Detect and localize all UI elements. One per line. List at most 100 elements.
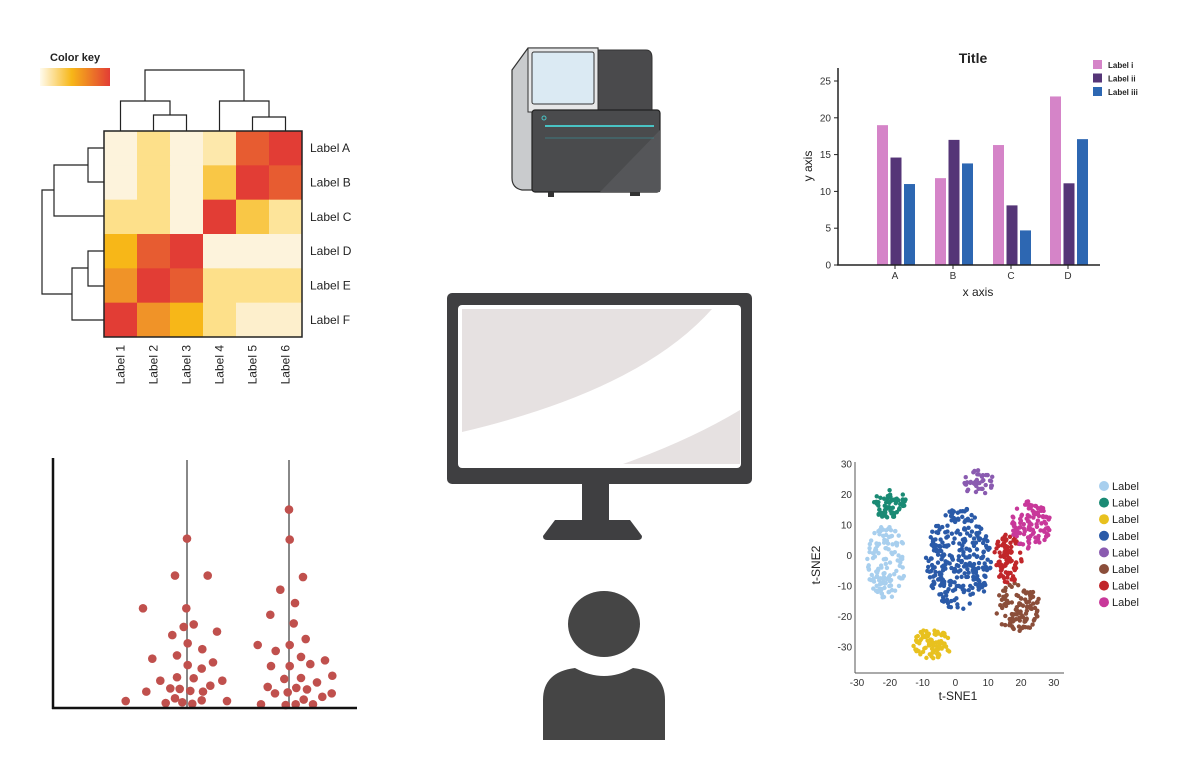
- tsne-point: [875, 570, 880, 575]
- tsne-point: [884, 565, 890, 571]
- tsne-point: [876, 541, 882, 547]
- bar-x-tick-label: D: [1064, 271, 1071, 282]
- dot-point: [156, 676, 165, 686]
- heatmap-cell: [104, 268, 138, 304]
- heatmap-cell: [236, 302, 270, 338]
- tsne-point: [1033, 539, 1038, 545]
- bar: [993, 145, 1004, 265]
- tsne-point: [962, 526, 967, 531]
- tsne-point: [930, 566, 936, 571]
- bar-x-tick-label: A: [892, 271, 899, 282]
- tsne-point: [886, 534, 892, 540]
- tsne-point: [998, 568, 1004, 573]
- tsne-point: [981, 549, 986, 554]
- tsne-point: [890, 505, 895, 510]
- tsne-point: [1009, 558, 1014, 564]
- tsne-point: [972, 515, 977, 520]
- tsne-legend-swatch: [1099, 580, 1109, 591]
- tsne-point: [949, 565, 954, 571]
- tsne-point: [929, 562, 935, 568]
- heatmap-row-label: Label F: [310, 313, 350, 327]
- tsne-point: [896, 533, 901, 538]
- tsne-point: [1007, 622, 1012, 628]
- tsne-point: [1026, 540, 1032, 546]
- color-key-gradient: [40, 68, 110, 86]
- bar-x-ticks: A B C D: [892, 265, 1072, 282]
- heatmap-cell: [137, 302, 171, 338]
- tsne-x-tick-label: 30: [1048, 678, 1060, 689]
- tsne-point: [973, 479, 978, 484]
- dot-point: [306, 659, 315, 669]
- tsne-point: [1002, 588, 1008, 593]
- tsne-point: [937, 527, 942, 532]
- heatmap-row-label: Label C: [310, 210, 352, 224]
- tsne-point: [876, 529, 881, 534]
- tsne-point: [896, 583, 902, 589]
- tsne-point: [876, 550, 881, 556]
- tsne-x-tick-label: -30: [850, 678, 865, 689]
- dot-point: [290, 598, 300, 608]
- tsne-x-axis-label: t-SNE1: [939, 689, 978, 703]
- tsne-point: [1006, 600, 1011, 606]
- legend-swatch: [1093, 60, 1102, 69]
- tsne-point: [1019, 596, 1024, 601]
- heatmap-column-label: Label 3: [180, 345, 194, 385]
- tsne-point: [1024, 605, 1030, 610]
- tsne-point: [927, 575, 933, 580]
- dot-point: [296, 652, 306, 662]
- tsne-point: [1013, 616, 1019, 622]
- tsne-point: [966, 588, 972, 593]
- tsne-point: [874, 583, 879, 588]
- dot-point: [172, 651, 182, 660]
- tsne-point: [975, 472, 980, 477]
- tsne-point: [1018, 541, 1023, 546]
- tsne-point: [1018, 520, 1023, 526]
- heatmap-column-label: Label 1: [114, 345, 128, 385]
- tsne-point: [941, 581, 947, 587]
- tsne-legend-swatch: [1099, 514, 1109, 525]
- tsne-point: [901, 573, 907, 579]
- tsne-legend-swatch: [1099, 564, 1109, 574]
- tsne-point: [930, 529, 935, 534]
- heatmap-cell: [269, 302, 303, 338]
- tsne-y-ticks: 30 20 10 0 -10 -20 -30: [838, 460, 853, 654]
- legend-label: Label i: [1108, 61, 1133, 70]
- tsne-point: [945, 601, 951, 606]
- tsne-point: [1037, 540, 1042, 545]
- tsne-point: [983, 472, 989, 478]
- tsne-point: [900, 497, 905, 502]
- tsne-point: [1028, 590, 1033, 595]
- tsne-point: [883, 500, 889, 505]
- color-key-title: Color key: [50, 52, 101, 64]
- tsne-point: [990, 474, 995, 480]
- tsne-point: [949, 531, 955, 536]
- tsne-point: [869, 572, 874, 578]
- heatmap-cell: [104, 199, 138, 235]
- tsne-point: [931, 643, 937, 648]
- tsne-point: [924, 629, 929, 634]
- tsne-point: [911, 643, 916, 649]
- tsne-point: [1041, 508, 1046, 514]
- bar-y-tick-label: 15: [820, 150, 832, 161]
- tsne-point: [952, 597, 957, 603]
- tsne-point: [944, 535, 949, 540]
- tsne-points: [865, 468, 1052, 661]
- heatmap-cell: [137, 234, 171, 269]
- tsne-point: [1043, 521, 1049, 526]
- tsne-point: [1030, 622, 1035, 627]
- tsne-point: [964, 562, 970, 568]
- tsne-point: [961, 540, 967, 545]
- tsne-point: [977, 537, 982, 543]
- heatmap-cell: [170, 165, 204, 201]
- tsne-point: [871, 576, 877, 581]
- tsne-point: [968, 533, 973, 538]
- tsne-point: [977, 480, 982, 486]
- tsne-point: [867, 541, 873, 547]
- tsne-point: [892, 588, 898, 593]
- tsne-point: [969, 529, 975, 534]
- tsne-point: [1018, 524, 1023, 530]
- legend-swatch: [1093, 73, 1102, 83]
- tsne-point: [1047, 515, 1052, 520]
- legend-label: Label iii: [1108, 88, 1138, 97]
